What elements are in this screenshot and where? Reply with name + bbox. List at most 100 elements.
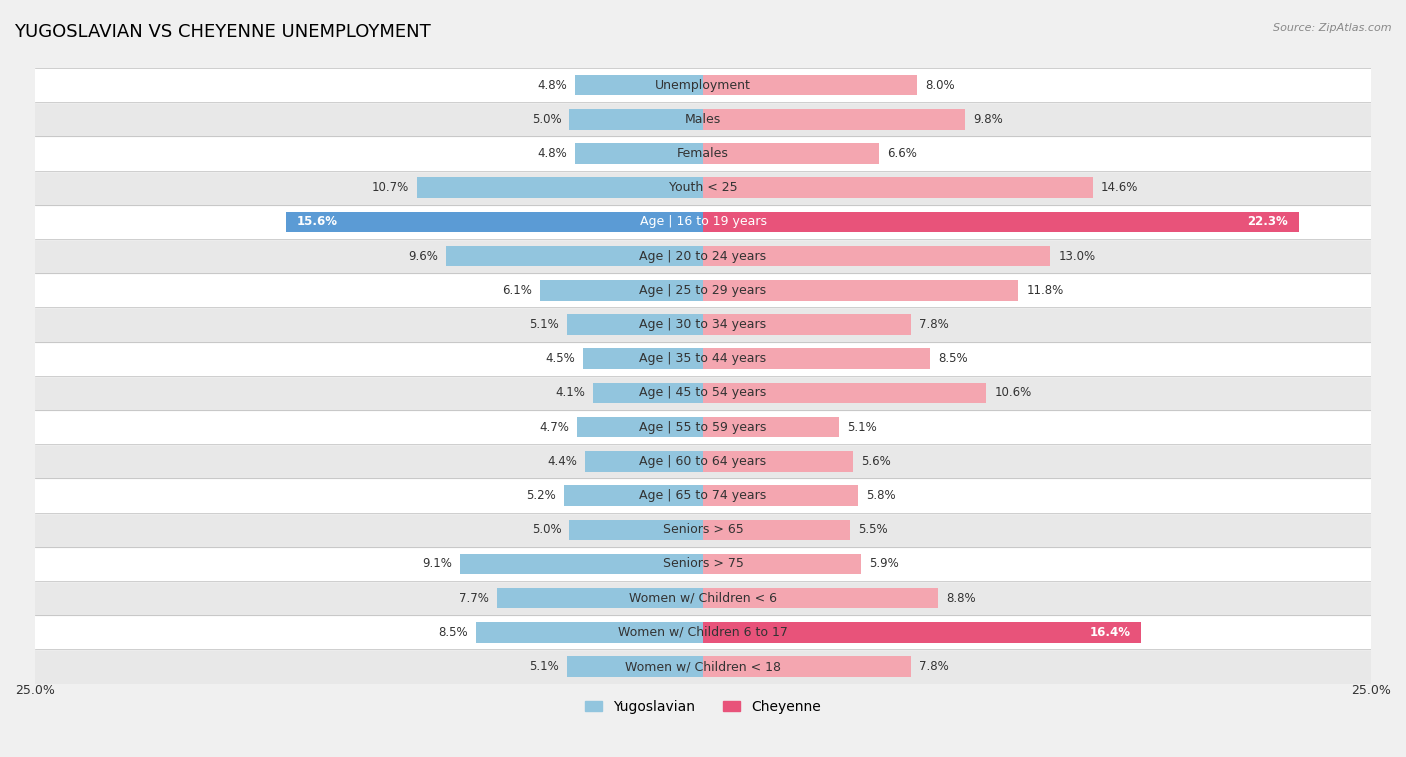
Bar: [578, 417, 703, 438]
Text: Women w/ Children 6 to 17: Women w/ Children 6 to 17: [619, 626, 787, 639]
Text: 4.8%: 4.8%: [537, 147, 567, 160]
Text: 7.8%: 7.8%: [920, 318, 949, 331]
Bar: [35, 581, 1371, 615]
Text: 8.5%: 8.5%: [938, 352, 967, 365]
Bar: [703, 519, 851, 540]
Bar: [35, 615, 1371, 650]
Text: 9.8%: 9.8%: [973, 113, 1002, 126]
Text: Age | 55 to 59 years: Age | 55 to 59 years: [640, 421, 766, 434]
Bar: [35, 205, 1371, 239]
Text: Age | 45 to 54 years: Age | 45 to 54 years: [640, 386, 766, 400]
Bar: [460, 553, 703, 575]
Bar: [593, 383, 703, 403]
Text: Unemployment: Unemployment: [655, 79, 751, 92]
Text: 11.8%: 11.8%: [1026, 284, 1063, 297]
Text: 8.8%: 8.8%: [946, 592, 976, 605]
Text: Seniors > 75: Seniors > 75: [662, 557, 744, 571]
Text: 5.9%: 5.9%: [869, 557, 898, 571]
Text: Women w/ Children < 18: Women w/ Children < 18: [626, 660, 780, 673]
Bar: [703, 451, 852, 472]
Bar: [35, 478, 1371, 512]
Text: 5.5%: 5.5%: [858, 523, 887, 536]
Bar: [703, 280, 1018, 301]
Bar: [567, 314, 703, 335]
Text: 4.7%: 4.7%: [540, 421, 569, 434]
Bar: [35, 444, 1371, 478]
Text: 5.1%: 5.1%: [529, 660, 558, 673]
Text: Women w/ Children < 6: Women w/ Children < 6: [628, 592, 778, 605]
Text: Age | 65 to 74 years: Age | 65 to 74 years: [640, 489, 766, 502]
Text: 5.2%: 5.2%: [526, 489, 555, 502]
Bar: [703, 143, 879, 164]
Bar: [703, 314, 911, 335]
Text: 15.6%: 15.6%: [297, 216, 337, 229]
Text: Youth < 25: Youth < 25: [669, 181, 737, 195]
Text: 5.1%: 5.1%: [848, 421, 877, 434]
Text: 5.0%: 5.0%: [531, 113, 561, 126]
Text: Females: Females: [678, 147, 728, 160]
Bar: [35, 341, 1371, 375]
Bar: [35, 68, 1371, 102]
Text: 4.4%: 4.4%: [547, 455, 578, 468]
Bar: [575, 75, 703, 95]
Bar: [703, 109, 965, 129]
Text: 16.4%: 16.4%: [1090, 626, 1130, 639]
Text: Age | 16 to 19 years: Age | 16 to 19 years: [640, 216, 766, 229]
Bar: [585, 451, 703, 472]
Text: Age | 35 to 44 years: Age | 35 to 44 years: [640, 352, 766, 365]
Bar: [35, 547, 1371, 581]
Bar: [703, 553, 860, 575]
Text: 5.6%: 5.6%: [860, 455, 890, 468]
Bar: [35, 512, 1371, 547]
Bar: [35, 307, 1371, 341]
Text: Source: ZipAtlas.com: Source: ZipAtlas.com: [1274, 23, 1392, 33]
Text: 22.3%: 22.3%: [1247, 216, 1288, 229]
Bar: [287, 212, 703, 232]
Bar: [35, 273, 1371, 307]
Legend: Yugoslavian, Cheyenne: Yugoslavian, Cheyenne: [585, 699, 821, 714]
Text: Seniors > 65: Seniors > 65: [662, 523, 744, 536]
Text: 25.0%: 25.0%: [1351, 684, 1391, 696]
Text: 10.7%: 10.7%: [371, 181, 409, 195]
Bar: [703, 383, 986, 403]
Text: 7.8%: 7.8%: [920, 660, 949, 673]
Bar: [498, 588, 703, 609]
Bar: [35, 102, 1371, 136]
Text: 13.0%: 13.0%: [1059, 250, 1095, 263]
Bar: [35, 136, 1371, 170]
Bar: [540, 280, 703, 301]
Bar: [703, 212, 1299, 232]
Text: 5.0%: 5.0%: [531, 523, 561, 536]
Bar: [703, 417, 839, 438]
Text: YUGOSLAVIAN VS CHEYENNE UNEMPLOYMENT: YUGOSLAVIAN VS CHEYENNE UNEMPLOYMENT: [14, 23, 430, 41]
Bar: [418, 177, 703, 198]
Bar: [703, 75, 917, 95]
Bar: [569, 109, 703, 129]
Bar: [35, 650, 1371, 684]
Text: 9.1%: 9.1%: [422, 557, 451, 571]
Text: Age | 25 to 29 years: Age | 25 to 29 years: [640, 284, 766, 297]
Text: 6.1%: 6.1%: [502, 284, 531, 297]
Bar: [703, 656, 911, 677]
Bar: [575, 143, 703, 164]
Bar: [567, 656, 703, 677]
Bar: [703, 485, 858, 506]
Text: 6.6%: 6.6%: [887, 147, 917, 160]
Bar: [703, 622, 1142, 643]
Text: 4.8%: 4.8%: [537, 79, 567, 92]
Bar: [475, 622, 703, 643]
Text: 5.8%: 5.8%: [866, 489, 896, 502]
Text: Age | 60 to 64 years: Age | 60 to 64 years: [640, 455, 766, 468]
Bar: [35, 170, 1371, 205]
Text: 4.5%: 4.5%: [546, 352, 575, 365]
Bar: [35, 239, 1371, 273]
Bar: [703, 348, 931, 369]
Text: 5.1%: 5.1%: [529, 318, 558, 331]
Text: 8.0%: 8.0%: [925, 79, 955, 92]
Bar: [569, 519, 703, 540]
Bar: [703, 588, 938, 609]
Text: 7.7%: 7.7%: [460, 592, 489, 605]
Text: 10.6%: 10.6%: [994, 386, 1032, 400]
Text: 9.6%: 9.6%: [409, 250, 439, 263]
Bar: [582, 348, 703, 369]
